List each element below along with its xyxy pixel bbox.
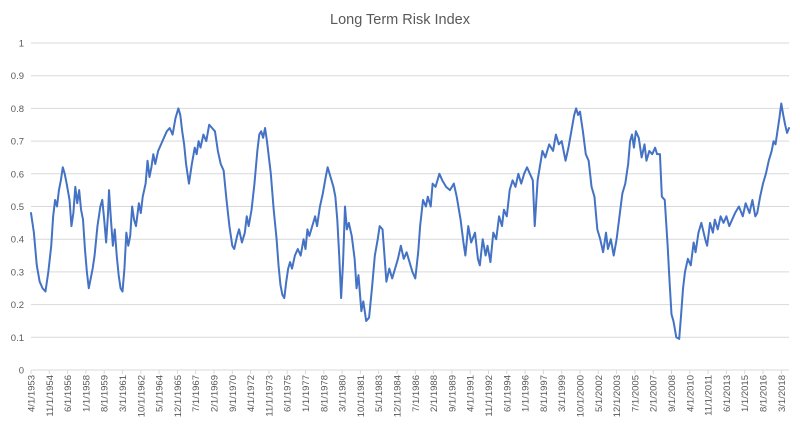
x-tick-label: 4/1/2010 <box>685 375 696 412</box>
x-tick-label: 4/1/1991 <box>466 375 477 412</box>
x-tick-label: 6/1/1975 <box>283 375 294 412</box>
x-axis <box>30 369 789 374</box>
x-tick-label: 1/1/1958 <box>81 375 92 412</box>
x-tick-label: 7/1/2005 <box>630 375 641 412</box>
y-tick-label: 0.9 <box>11 71 24 82</box>
y-tick-label: 0.2 <box>11 300 24 311</box>
x-tick-label: 8/1/1978 <box>319 375 330 412</box>
x-tick-label: 9/1/1989 <box>447 375 458 412</box>
x-tick-label: 12/1/1965 <box>173 375 184 417</box>
chart-title: Long Term Risk Index <box>330 12 471 28</box>
x-tick-label: 12/1/2003 <box>612 375 623 417</box>
y-tick-label: 0 <box>19 366 24 377</box>
x-tick-label: 11/1/1992 <box>484 375 495 417</box>
x-tick-label: 3/1/2018 <box>777 375 788 412</box>
x-tick-label: 5/1/1983 <box>374 375 385 412</box>
x-tick-label: 5/1/1964 <box>155 375 166 412</box>
series-layer <box>30 102 790 340</box>
x-tick-label: 3/1/1980 <box>338 375 349 412</box>
x-tick-label: 5/1/2002 <box>594 375 605 412</box>
x-tick-label: 3/1/1961 <box>118 375 129 412</box>
x-axis-labels: 4/1/1953 11/1/1954 6/1/1956 1/1/1958 8/1/195… <box>27 375 788 417</box>
x-tick-label: 9/1/2008 <box>667 375 678 412</box>
x-tick-label: 8/1/1997 <box>539 375 550 412</box>
x-tick-label: 2/1/1988 <box>429 375 440 412</box>
x-tick-label: 4/1/1953 <box>27 375 38 412</box>
y-tick-label: 0.6 <box>11 169 24 180</box>
x-tick-label: 7/1/1967 <box>191 375 202 412</box>
x-tick-label: 9/1/1970 <box>228 375 239 412</box>
x-tick-label: 6/1/1994 <box>502 375 513 412</box>
x-tick-label: 11/1/1973 <box>264 375 275 417</box>
x-tick-label: 8/1/1959 <box>100 375 111 412</box>
x-tick-label: 6/1/2013 <box>722 375 733 412</box>
x-tick-label: 12/1/1984 <box>392 375 403 417</box>
x-tick-label: 2/1/1969 <box>209 375 220 412</box>
gridlines <box>31 42 789 338</box>
x-tick-label: 1/1/1996 <box>521 375 532 412</box>
y-tick-label: 1 <box>19 39 24 50</box>
x-tick-label: 3/1/1999 <box>557 375 568 412</box>
y-tick-label: 0.8 <box>11 104 24 115</box>
x-tick-label: 7/1/1986 <box>411 375 422 412</box>
x-tick-label: 10/1/2000 <box>575 375 586 417</box>
y-tick-label: 0.3 <box>11 267 24 278</box>
y-axis-labels: 0 0.1 0.2 0.3 0.4 0.5 0.6 0.7 0.8 0.9 1 <box>11 39 24 377</box>
x-tick-label: 1/1/2015 <box>740 375 751 412</box>
y-tick-label: 0.5 <box>11 202 24 213</box>
x-tick-label: 8/1/2016 <box>758 375 769 412</box>
x-tick-label: 6/1/1956 <box>63 375 74 412</box>
y-tick-label: 0.1 <box>11 333 24 344</box>
x-tick-label: 10/1/1962 <box>136 375 147 417</box>
y-tick-label: 0.7 <box>11 137 24 148</box>
x-tick-label: 11/1/2011 <box>704 375 715 416</box>
y-tick-label: 0.4 <box>11 235 24 246</box>
x-tick-label: 1/1/1977 <box>301 375 312 412</box>
x-tick-label: 2/1/2007 <box>649 375 660 412</box>
x-tick-label: 4/1/1972 <box>246 375 257 412</box>
x-tick-label: 11/1/1954 <box>45 375 56 417</box>
x-tick-label: 10/1/1981 <box>356 375 367 417</box>
risk-index-line <box>30 102 790 340</box>
